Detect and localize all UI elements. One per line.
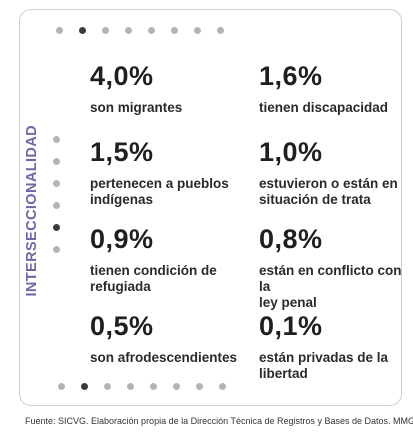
side-dot [53,224,60,231]
pagination-dot[interactable] [56,27,63,34]
vertical-label-text: INTERSECCIONALIDAD [24,125,40,297]
pagination-dot[interactable] [79,27,86,34]
pagination-dot[interactable] [173,383,180,390]
infographic-card [19,9,402,406]
side-dot [53,180,60,187]
pagination-dot[interactable] [104,383,111,390]
stat-value: 0,1% [259,311,323,341]
vertical-section-label: INTERSECCIONALIDAD [19,125,45,297]
stat-privadas-libertad: 0,1% están privadas de la libertad [259,312,388,382]
stat-desc-line: ley penal [259,295,317,310]
pagination-dot[interactable] [171,27,178,34]
side-dot [53,136,60,143]
pagination-dot[interactable] [127,383,134,390]
stat-description: están en conflicto con la ley penal [259,263,413,311]
stat-conflicto-ley-penal: 0,8% están en conflicto con la ley penal [259,225,413,311]
pagination-dot[interactable] [196,383,203,390]
stat-value: 4,0% [90,61,154,91]
stat-value: 0,9% [90,224,154,254]
stat-description: estuvieron o están en situación de trata [259,176,398,208]
stat-description: son afrodescendientes [90,350,237,366]
stat-migrantes: 4,0% son migrantes [90,62,182,116]
pagination-dot[interactable] [219,383,226,390]
side-dot [53,246,60,253]
stat-desc-line: libertad [259,366,308,381]
stat-desc-line: estuvieron o están en [259,176,398,191]
pagination-dot[interactable] [194,27,201,34]
stat-description: son migrantes [90,100,182,116]
stat-trata: 1,0% estuvieron o están en situación de t… [259,138,398,208]
stat-afrodescendientes: 0,5% son afrodescendientes [90,312,237,366]
stat-desc-line: indígenas [90,192,154,207]
side-dots [53,136,60,268]
stat-pueblos-indigenas: 1,5% pertenecen a pueblos indígenas [90,138,229,208]
side-dot [53,202,60,209]
stat-description: están privadas de la libertad [259,350,388,382]
stat-desc-line: están en conflicto con la [259,263,402,294]
stat-value: 0,8% [259,224,323,254]
stat-value: 0,5% [90,311,154,341]
stat-value: 1,6% [259,61,323,91]
pagination-dot[interactable] [125,27,132,34]
stat-description: pertenecen a pueblos indígenas [90,176,229,208]
source-footnote: Fuente: SICVG. Elaboración propia de la … [25,416,413,426]
stat-value: 1,5% [90,137,154,167]
stat-value: 1,0% [259,137,323,167]
stat-description: tienen condición de refugiada [90,263,217,295]
pagination-dot[interactable] [217,27,224,34]
stat-discapacidad: 1,6% tienen discapacidad [259,62,388,116]
pagination-dot[interactable] [150,383,157,390]
stat-desc-line: son afrodescendientes [90,350,238,365]
stat-desc-line: están privadas de la [259,350,389,365]
stat-desc-line: refugiada [90,279,151,294]
stat-refugiada: 0,9% tienen condición de refugiada [90,225,217,295]
stat-desc-line: tienen condición de [90,263,217,278]
pagination-dots-bottom [58,383,242,390]
pagination-dot[interactable] [148,27,155,34]
stat-desc-line: son migrantes [90,100,183,115]
stat-desc-line: pertenecen a pueblos [90,176,229,191]
stat-desc-line: tienen discapacidad [259,100,389,115]
pagination-dot[interactable] [81,383,88,390]
stat-description: tienen discapacidad [259,100,388,116]
side-dot [53,158,60,165]
pagination-dots-top [56,27,240,34]
stat-desc-line: situación de trata [259,192,371,207]
pagination-dot[interactable] [102,27,109,34]
pagination-dot[interactable] [58,383,65,390]
